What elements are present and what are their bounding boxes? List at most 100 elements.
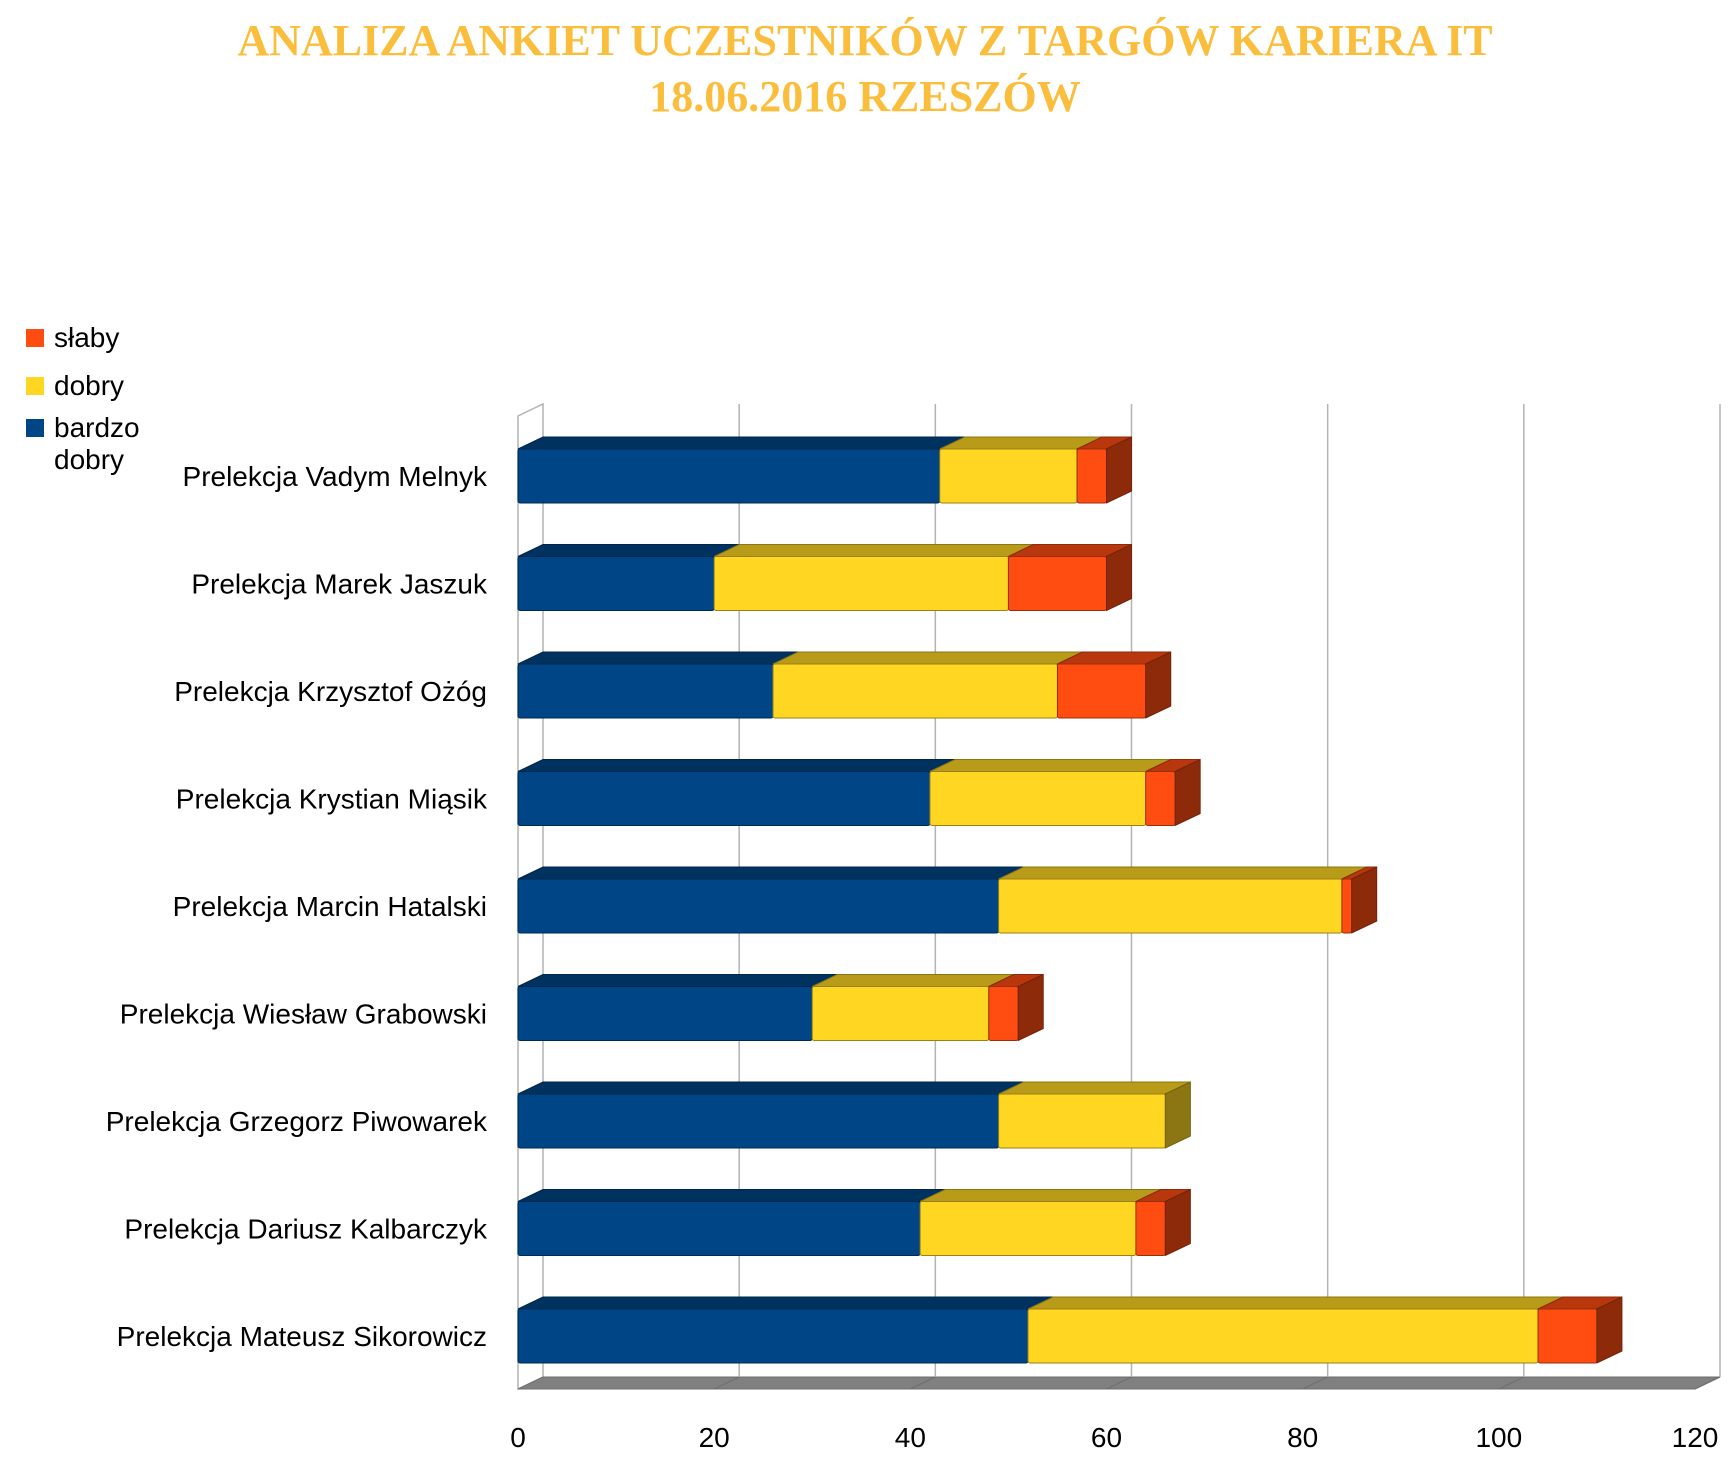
bar-side-face — [1596, 1296, 1623, 1364]
bar-row — [517, 543, 1132, 612]
bar-front-face — [1076, 448, 1107, 504]
category-label: Prelekcja Krzysztof Ożóg — [174, 676, 487, 707]
x-tick-label: 40 — [895, 1422, 926, 1453]
bar-row — [517, 1188, 1191, 1257]
bar-front-face — [713, 556, 1009, 611]
bar-slaby — [1056, 651, 1172, 719]
bar-bardzo-dobry — [517, 1296, 1054, 1364]
bar-top-face — [998, 1081, 1191, 1095]
bar-side-face — [1017, 973, 1044, 1042]
bar-top-face — [812, 974, 1015, 987]
bar-front-face — [1135, 1201, 1166, 1256]
bar-top-face — [517, 436, 965, 450]
bar-side-face — [1351, 866, 1378, 934]
bar-front-face — [517, 1093, 1000, 1149]
bar-bardzo-dobry — [517, 651, 799, 719]
category-labels: Prelekcja Mateusz Sikorowicz Prelekcja Da… — [106, 461, 488, 1352]
bar-row — [517, 651, 1172, 719]
bar-front-face — [517, 448, 941, 504]
chart-title-line-1: ANALIZA ANKIET UCZESTNIKÓW Z TARGÓW KARI… — [237, 16, 1493, 65]
bar-side-face — [1106, 436, 1132, 504]
bar-slaby — [1076, 436, 1132, 504]
bar-dobry — [772, 651, 1083, 719]
bar-bardzo-dobry — [517, 1081, 1024, 1149]
bar-slaby — [988, 973, 1044, 1042]
bar-side-face — [1145, 651, 1172, 719]
bar-front-face — [517, 556, 715, 611]
x-tick-label: 0 — [510, 1422, 526, 1453]
bar-front-face — [517, 986, 813, 1041]
bar-front-face — [1537, 1308, 1598, 1364]
legend-swatch-bardzo-dobry — [26, 419, 44, 437]
floor-gridline-x-120 — [1694, 1376, 1721, 1390]
bar-top-face — [772, 651, 1083, 665]
bar-slaby — [1007, 543, 1132, 612]
category-label: Prelekcja Krystian Miąsik — [176, 784, 488, 815]
bar-front-face — [1341, 878, 1353, 934]
floor-gridline-x-60 — [1106, 1376, 1132, 1390]
bar-front-face — [517, 1308, 1029, 1364]
bar-row — [517, 1081, 1191, 1149]
bar-front-face — [1027, 1308, 1539, 1364]
bar-front-face — [517, 1201, 921, 1256]
category-label: Prelekcja Vadym Melnyk — [183, 461, 488, 492]
bar-front-face — [998, 878, 1343, 934]
bar-front-face — [939, 448, 1078, 504]
floor-gridline-x-20 — [713, 1376, 740, 1390]
bar-row — [517, 973, 1044, 1042]
bar-dobry — [1027, 1296, 1564, 1364]
bar-bardzo-dobry — [517, 974, 838, 1041]
bar-bardzo-dobry — [517, 436, 965, 504]
bar-dobry — [998, 1081, 1191, 1149]
x-tick-label: 80 — [1287, 1422, 1318, 1453]
bar-front-face — [517, 663, 774, 719]
floor-gridline-x-100 — [1498, 1376, 1525, 1390]
bar-side-face — [1164, 1081, 1191, 1149]
x-tick-label: 100 — [1475, 1422, 1522, 1453]
bar-dobry — [919, 1189, 1162, 1256]
bar-top-face — [939, 436, 1103, 450]
bar-top-face — [929, 759, 1171, 772]
bar-row — [517, 866, 1378, 934]
bar-top-face — [517, 544, 740, 557]
bar-front-face — [811, 986, 990, 1041]
bar-top-face — [517, 759, 956, 772]
floor-gridline-x-80 — [1302, 1376, 1328, 1390]
x-tick-labels: 0 20 40 60 80 100 120 — [510, 1422, 1718, 1453]
bar-bardzo-dobry — [517, 866, 1024, 934]
bar-top-face — [713, 544, 1034, 557]
bar-top-face — [517, 1296, 1054, 1310]
category-label: Prelekcja Marcin Hatalski — [173, 891, 487, 922]
bar-top-face — [517, 1189, 946, 1202]
bar-row — [517, 1296, 1623, 1364]
bar-row — [517, 436, 1132, 504]
bar-side-face — [1164, 1188, 1191, 1257]
bar-front-face — [998, 1093, 1166, 1149]
legend-swatch-dobry — [26, 377, 44, 395]
bar-front-face — [517, 771, 931, 826]
bar-dobry — [811, 974, 1015, 1041]
bar-top-face — [517, 651, 799, 665]
bar-slaby — [1537, 1296, 1623, 1364]
category-label: Prelekcja Wiesław Grabowski — [120, 999, 487, 1030]
bar-front-face — [772, 663, 1058, 719]
legend-label-slaby: słaby — [54, 322, 120, 353]
x-tick-label: 20 — [699, 1422, 730, 1453]
bar-slaby — [1341, 866, 1378, 934]
bar-row — [517, 758, 1201, 827]
bar-top-face — [998, 866, 1368, 880]
category-label: Prelekcja Grzegorz Piwowarek — [106, 1106, 488, 1137]
bar-side-face — [1106, 543, 1132, 612]
x-tick-label: 120 — [1672, 1422, 1719, 1453]
bar-front-face — [1145, 771, 1176, 826]
floor-gridline-x-40 — [910, 1376, 936, 1390]
category-label: Prelekcja Dariusz Kalbarczyk — [124, 1214, 488, 1245]
bar-bardzo-dobry — [517, 544, 740, 611]
bar-dobry — [939, 436, 1103, 504]
bar-top-face — [517, 866, 1024, 880]
bar-bardzo-dobry — [517, 759, 956, 826]
bar-top-face — [1027, 1296, 1564, 1310]
bar-top-face — [919, 1189, 1162, 1202]
